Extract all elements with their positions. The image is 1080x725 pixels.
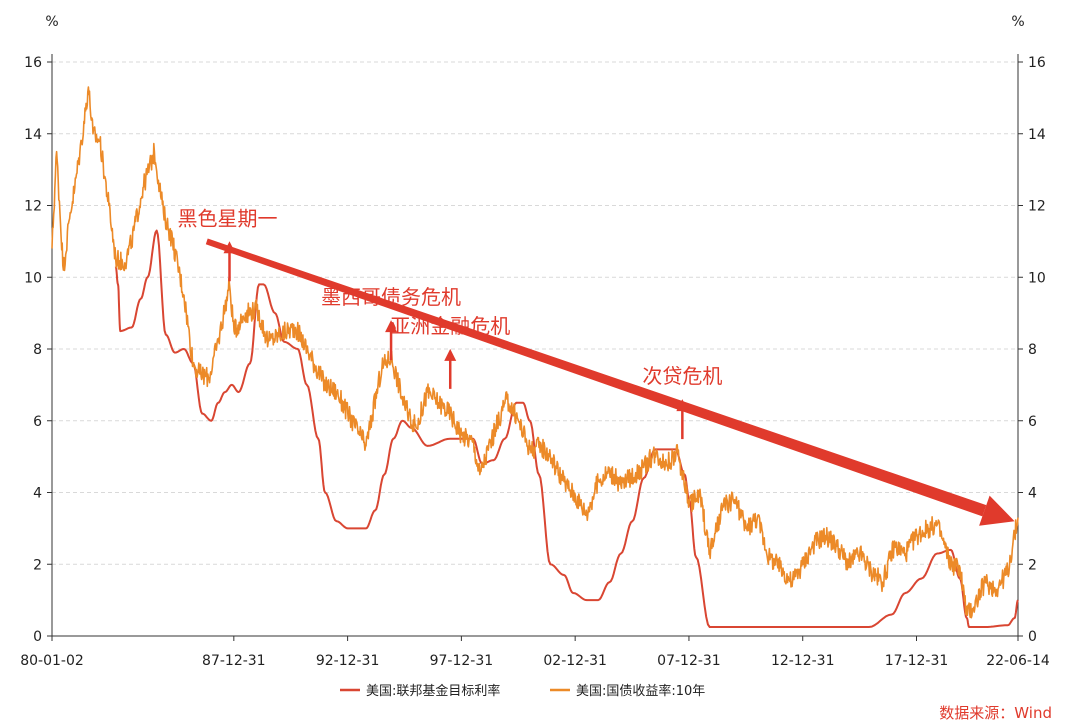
y-ticks-left: 0 2 4 6 8 10 12 14 16: [24, 55, 52, 645]
y-tick-label-left: 14: [24, 127, 42, 143]
x-tick-label: 12-12-31: [771, 653, 835, 669]
annotation-label: 黑色星期一: [177, 206, 277, 230]
y-tick-label-right: 2: [1028, 557, 1037, 573]
y-tick-label-left: 6: [33, 414, 42, 430]
x-tick-label: 92-12-31: [316, 653, 380, 669]
trend-arrow-head: [979, 495, 1015, 526]
y-tick-label-left: 8: [33, 342, 42, 358]
y-tick-label-right: 10: [1028, 270, 1046, 286]
x-tick-label: 17-12-31: [885, 653, 949, 669]
legend-label: 美国:联邦基金目标利率: [366, 683, 500, 699]
y-tick-label-right: 0: [1028, 629, 1037, 645]
y-tick-label-left: 2: [33, 557, 42, 573]
y-tick-label-right: 8: [1028, 342, 1037, 358]
legend-label: 美国:国债收益率:10年: [576, 683, 705, 699]
y-tick-label-left: 12: [24, 199, 42, 215]
annotation-arrow-head: [444, 348, 457, 361]
y-tick-label-left: 10: [24, 270, 42, 286]
trend-arrow-layer: [205, 238, 1015, 526]
series-line: [51, 86, 1019, 619]
trend-arrow-shaft: [205, 238, 987, 517]
axes: [51, 54, 1019, 637]
x-tick-label: 02-12-31: [543, 653, 607, 669]
x-ticks: 80-01-02 87-12-31 92-12-31 97-12-31 02-12-31…: [20, 636, 1050, 669]
y-tick-label-right: 14: [1028, 127, 1046, 143]
legend: 美国:联邦基金目标利率 美国:国债收益率:10年: [340, 683, 705, 699]
series-layer: [51, 86, 1019, 628]
y-tick-label-left: 16: [24, 55, 42, 71]
y-ticks-right: 0 2 4 6 8 10 12 14 16: [1018, 55, 1046, 645]
y-tick-label-left: 0: [33, 629, 42, 645]
annotation-label: 次贷危机: [642, 364, 722, 388]
y-tick-label-right: 4: [1028, 486, 1037, 502]
annotation-arrow-head: [385, 320, 398, 333]
y-tick-label-right: 6: [1028, 414, 1037, 430]
y-tick-label-left: 4: [33, 486, 42, 502]
x-tick-label: 07-12-31: [657, 653, 721, 669]
y-unit-left: %: [45, 14, 58, 30]
y-tick-label-right: 12: [1028, 199, 1046, 215]
y-tick-label-right: 16: [1028, 55, 1046, 71]
series-line: [114, 229, 1019, 628]
source-note: 数据来源：Wind: [939, 704, 1052, 722]
x-tick-label: 87-12-31: [202, 653, 266, 669]
x-tick-label: 97-12-31: [430, 653, 494, 669]
x-tick-label: 22-06-14: [986, 653, 1050, 669]
y-unit-right: %: [1011, 14, 1024, 30]
x-tick-label: 80-01-02: [20, 653, 84, 669]
gridlines: [52, 61, 1018, 565]
